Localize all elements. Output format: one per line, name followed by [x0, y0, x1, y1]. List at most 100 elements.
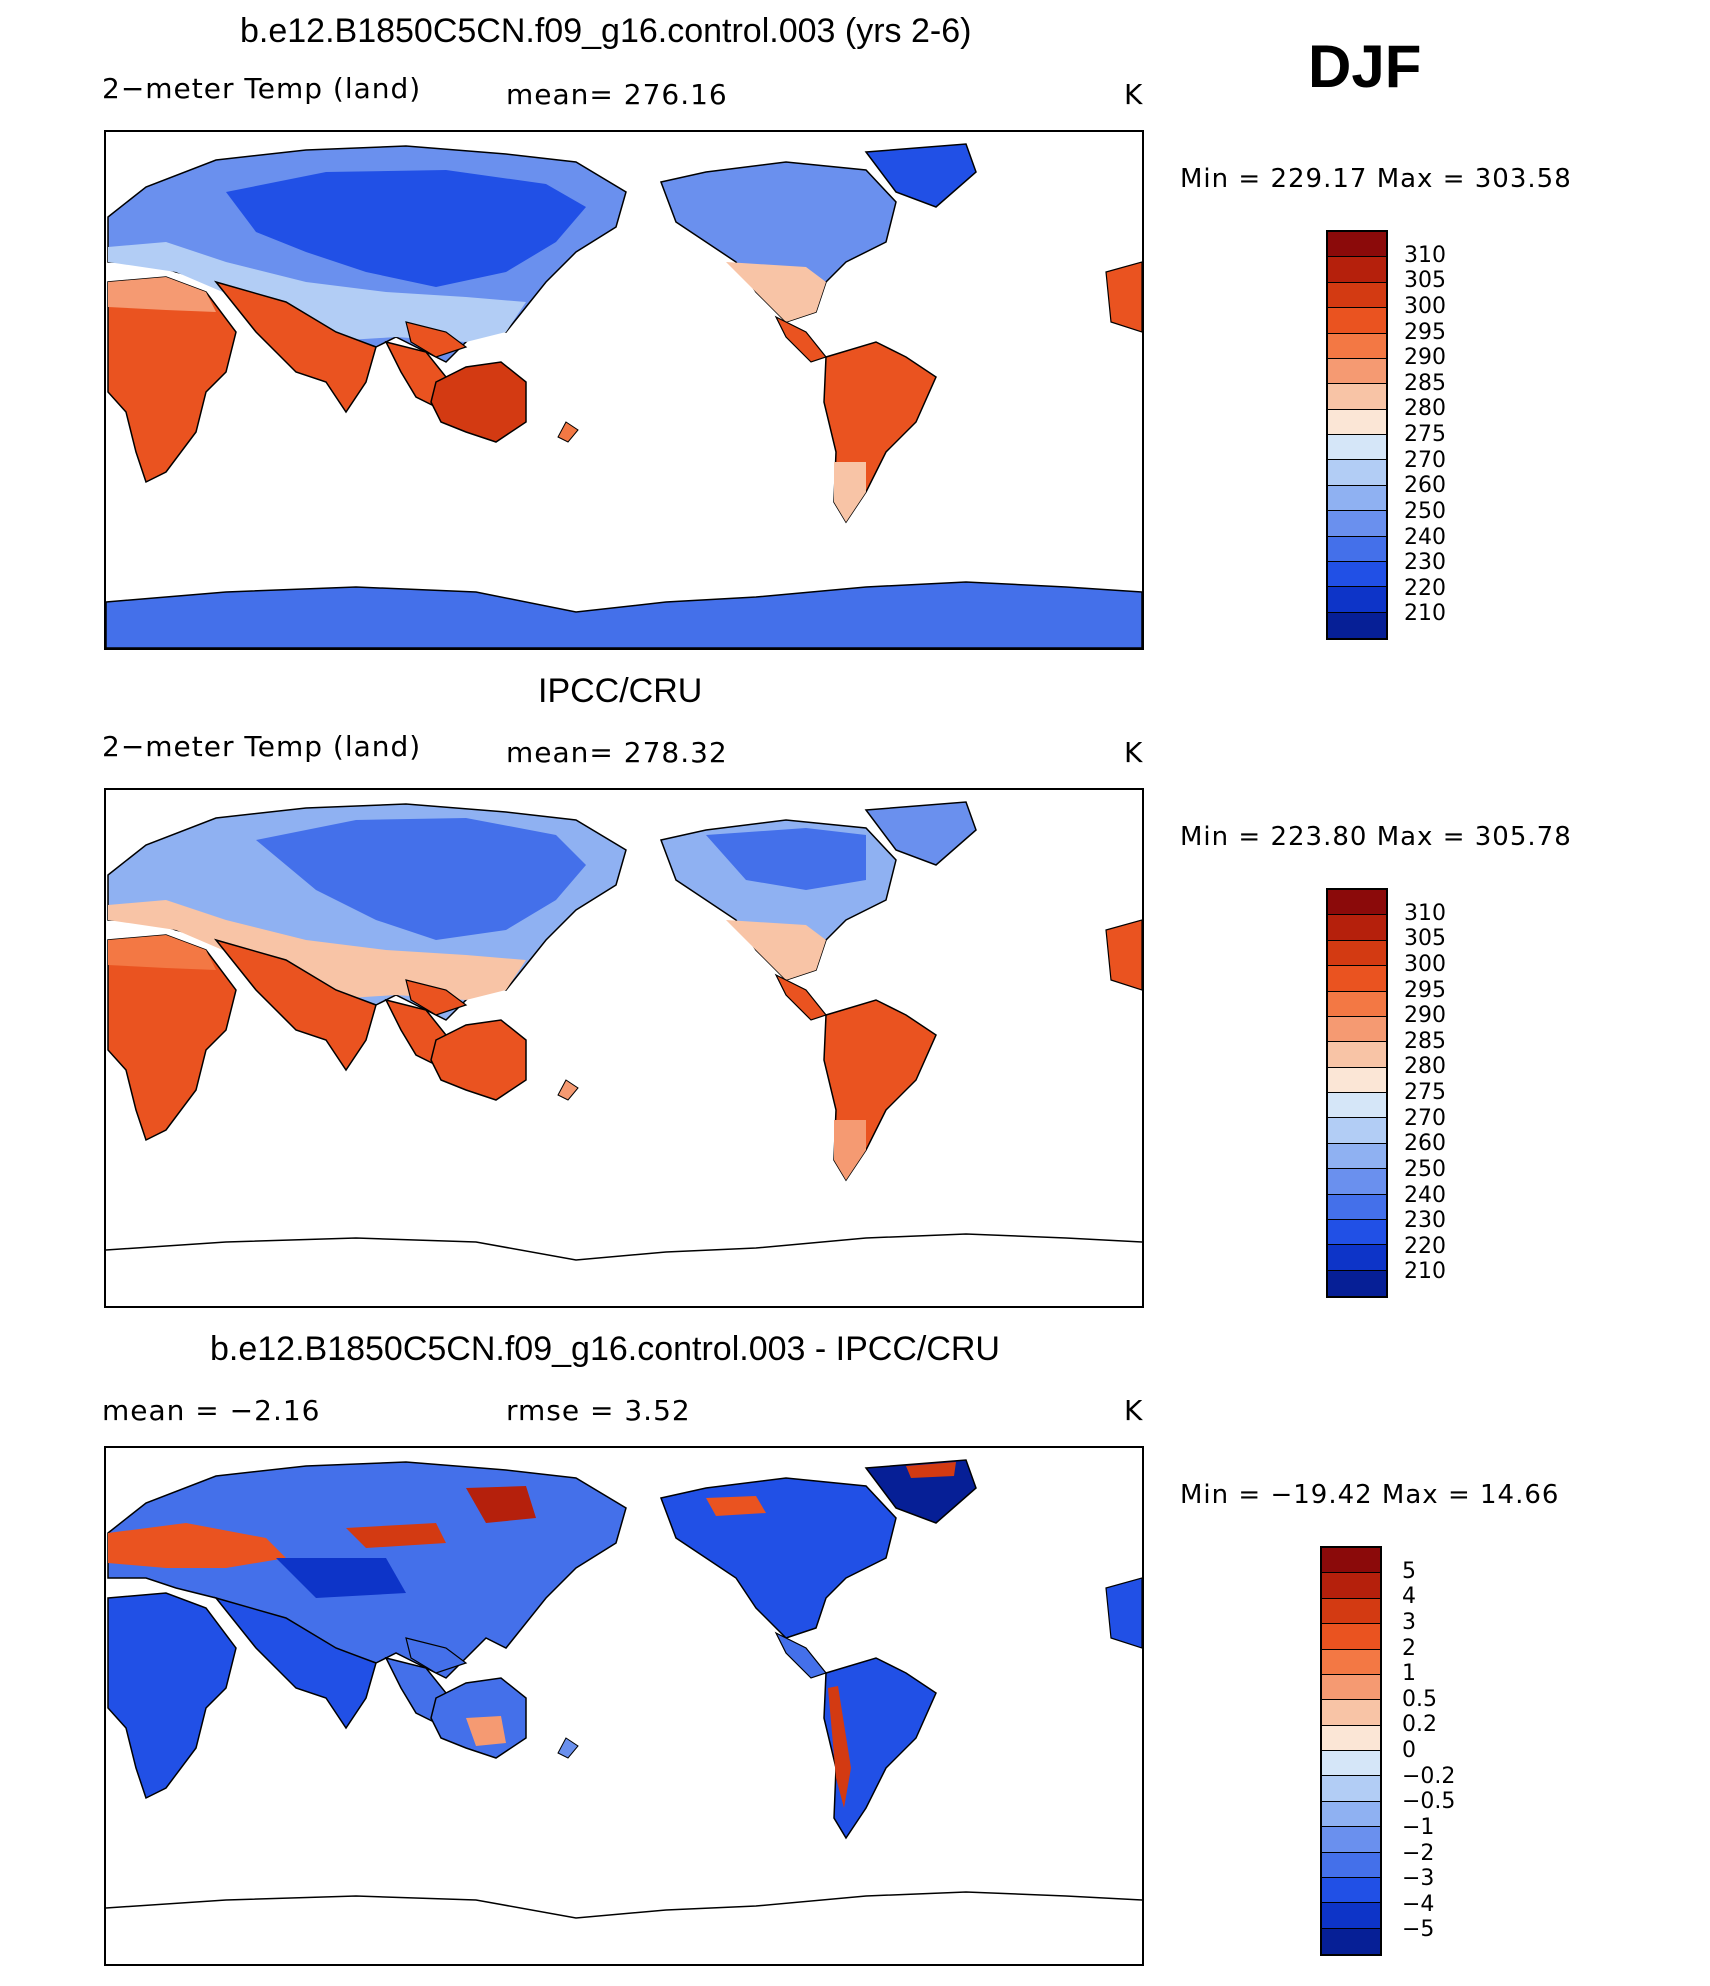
andes-warm-anomaly	[828, 1686, 851, 1808]
colorbar-tick-label: 300	[1404, 293, 1446, 319]
colorbar-swatch	[1328, 1194, 1386, 1220]
colorbar-swatch	[1328, 257, 1386, 283]
colorbar-swatch	[1328, 1245, 1386, 1271]
eurasia-cold-core	[256, 818, 586, 940]
colorbar-tick-label: 260	[1404, 473, 1446, 499]
colorbar-swatch	[1322, 1548, 1380, 1574]
africa-landmass	[107, 1592, 237, 1800]
colorbar-tick-label: 310	[1404, 242, 1446, 268]
colorbar-tick-label: 285	[1404, 1028, 1446, 1054]
indonesia-islands	[405, 979, 468, 1016]
colorbar-tick-label: 240	[1404, 1182, 1446, 1208]
panel3-minmax-label: Min = −19.42 Max = 14.66	[1180, 1480, 1560, 1510]
australia-warm-anomaly	[466, 1716, 506, 1746]
colorbar-swatch	[1328, 1067, 1386, 1093]
antarctica-landmass	[106, 581, 1142, 648]
colorbar-tick-label: −3	[1402, 1866, 1435, 1892]
colorbar-swatch	[1328, 890, 1386, 916]
colorbar-tick-label: 250	[1404, 1156, 1446, 1182]
north-america-cold-core	[706, 828, 866, 890]
greenland-warm-anomaly	[906, 1462, 956, 1478]
south-asia-landmass	[213, 938, 377, 1072]
new-zealand	[557, 1079, 579, 1101]
colorbar-tick-label: 210	[1404, 601, 1446, 627]
colorbar-tick-label: 0.5	[1402, 1686, 1437, 1712]
eurasia-south-band	[108, 242, 526, 342]
new-zealand	[557, 421, 579, 443]
south-america-landmass	[823, 1657, 937, 1840]
colorbar-swatch	[1328, 587, 1386, 613]
colorbar-tick-label: 3	[1402, 1609, 1416, 1635]
panel2-variable-label: 2−meter Temp (land)	[102, 730, 422, 763]
colorbar-swatch	[1328, 232, 1386, 258]
colorbar-tick-label: 295	[1404, 319, 1446, 345]
indonesia-islands	[405, 1637, 468, 1674]
colorbar-tick-label: 270	[1404, 447, 1446, 473]
colorbar-swatch	[1322, 1573, 1380, 1599]
colorbar-swatch	[1328, 1270, 1386, 1296]
colorbar-swatch	[1328, 1219, 1386, 1246]
colorbar-tick-label: −5	[1402, 1917, 1435, 1943]
greenland	[864, 801, 977, 866]
colorbar-swatch	[1328, 991, 1386, 1017]
colorbar-swatch	[1328, 536, 1386, 562]
colorbar-swatch	[1322, 1903, 1380, 1929]
colorbar-tick-label: 2	[1402, 1635, 1416, 1661]
colorbar-swatch	[1322, 1827, 1380, 1853]
indonesia-islands	[405, 321, 468, 358]
africa-north-band	[108, 277, 216, 312]
colorbar-swatch	[1328, 1118, 1386, 1144]
colorbar-tick-label: 260	[1404, 1131, 1446, 1157]
north-america-south-band	[726, 920, 826, 980]
siberia-warm-anomaly	[466, 1486, 536, 1523]
colorbar-swatch	[1322, 1801, 1380, 1828]
colorbar-tick-label: 250	[1404, 498, 1446, 524]
colorbar-swatch	[1328, 561, 1386, 588]
panel2-units-label: K	[1124, 736, 1144, 769]
central-america	[774, 315, 828, 363]
south-asia-landmass	[213, 1596, 377, 1730]
panel1-map	[104, 130, 1144, 650]
panel3-map	[104, 1446, 1144, 1966]
colorbar-tick-label: −4	[1402, 1891, 1435, 1917]
antarctica-outline	[106, 1233, 1142, 1261]
colorbar-tick-label: −1	[1402, 1814, 1435, 1840]
colorbar-tick-label: 1	[1402, 1661, 1416, 1687]
alaska-warm-anomaly	[706, 1496, 766, 1516]
colorbar-tick-label: 230	[1404, 1208, 1446, 1234]
colorbar-tick-label: 4	[1402, 1584, 1416, 1610]
panel2-map-svg	[106, 801, 1142, 1261]
north-america-landmass	[659, 1477, 897, 1639]
colorbar-swatch	[1328, 409, 1386, 435]
west-africa-right-edge	[1105, 1577, 1142, 1649]
colorbar-tick-label: 280	[1404, 396, 1446, 422]
colorbar-tick-label: 270	[1404, 1105, 1446, 1131]
colorbar-tick-label: 275	[1404, 422, 1446, 447]
colorbar-swatch	[1328, 1169, 1386, 1195]
central-america	[774, 973, 828, 1021]
colorbar-swatch	[1328, 308, 1386, 334]
colorbar-swatch	[1328, 282, 1386, 309]
west-africa-right-edge	[1105, 919, 1142, 991]
colorbar-swatch	[1322, 1776, 1380, 1802]
europe-warm-anomaly	[108, 1523, 286, 1568]
tibet-cold-anomaly	[276, 1558, 406, 1598]
panel3-rmse-label: rmse = 3.52	[506, 1394, 691, 1427]
colorbar-swatch	[1322, 1751, 1380, 1777]
new-zealand	[557, 1737, 579, 1759]
colorbar-swatch	[1328, 358, 1386, 385]
colorbar-tick-label: 285	[1404, 370, 1446, 396]
panel3-colorbar	[1320, 1546, 1382, 1956]
australia-landmass	[430, 1019, 527, 1101]
panel1-colorbar	[1326, 230, 1388, 640]
panel2-mean-label: mean= 278.32	[506, 736, 728, 769]
colorbar-swatch	[1328, 940, 1386, 967]
greenland	[864, 143, 977, 208]
colorbar-tick-label: 305	[1404, 268, 1446, 294]
north-america-south-band	[726, 262, 826, 322]
colorbar-tick-label: 230	[1404, 550, 1446, 576]
colorbar-swatch	[1328, 1042, 1386, 1068]
colorbar-tick-label: 280	[1404, 1054, 1446, 1080]
panel3-map-svg	[106, 1459, 1142, 1919]
panel1-mean-label: mean= 276.16	[506, 78, 728, 111]
